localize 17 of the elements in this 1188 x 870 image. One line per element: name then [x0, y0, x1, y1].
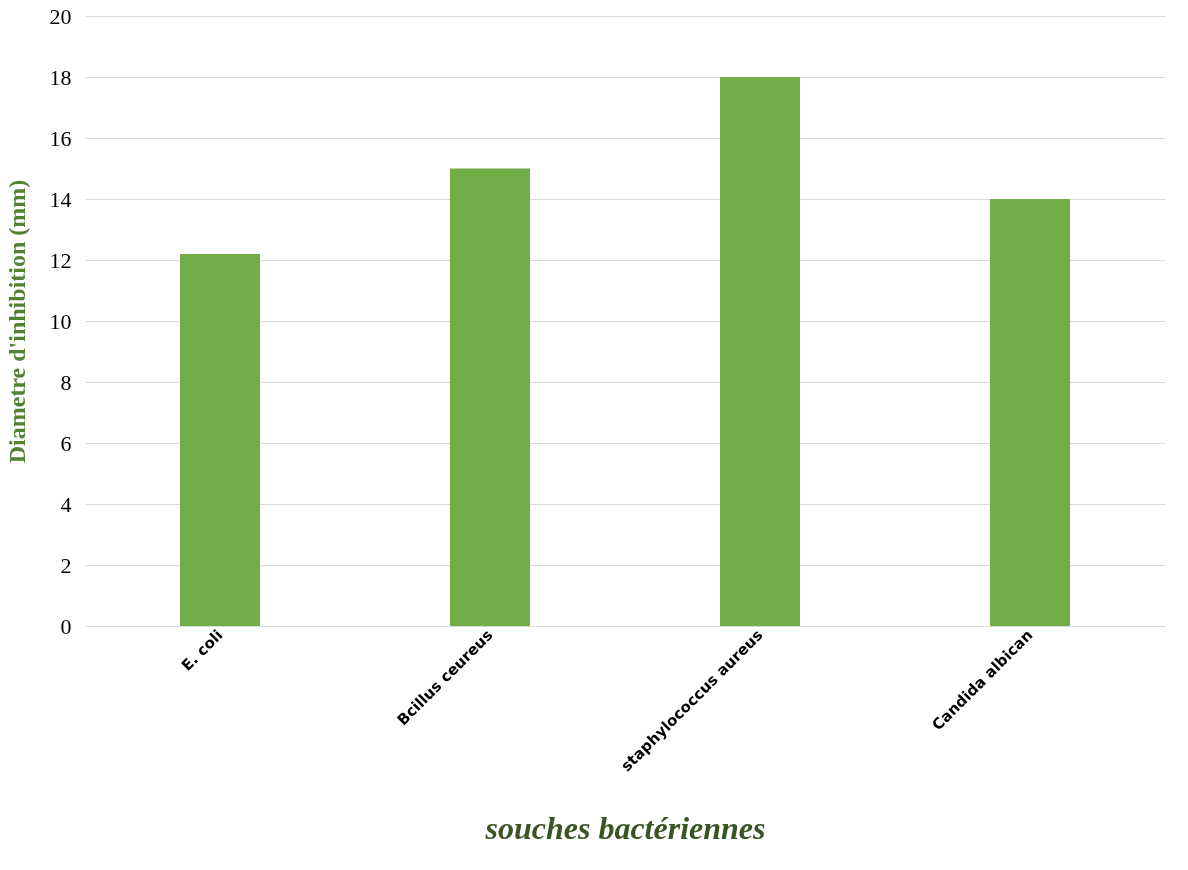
bar [450, 168, 530, 626]
y-tick-label: 18 [49, 64, 72, 90]
y-tick-label: 8 [60, 369, 72, 395]
y-tick-label: 0 [60, 613, 72, 639]
y-tick-label: 16 [49, 125, 72, 151]
y-tick-label: 10 [49, 308, 72, 334]
y-tick-label: 2 [60, 552, 72, 578]
y-tick-label: 12 [49, 247, 72, 273]
bar [990, 199, 1070, 626]
y-tick-label: 6 [60, 430, 72, 456]
x-axis-title: souches bactériennes [484, 810, 766, 847]
y-tick-label: 14 [49, 186, 72, 212]
y-tick-label: 4 [60, 491, 72, 517]
y-tick-label: 20 [49, 3, 72, 29]
bar [180, 253, 260, 626]
y-axis-title: Diametre d'inhibition (mm) [3, 179, 30, 464]
bar [720, 77, 800, 626]
